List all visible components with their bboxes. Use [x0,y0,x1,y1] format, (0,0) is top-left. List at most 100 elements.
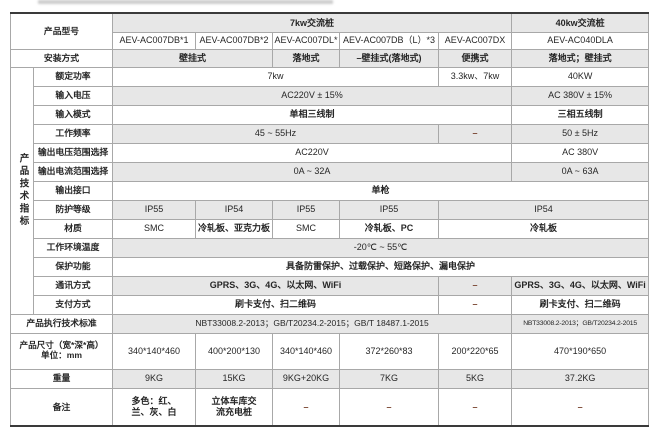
model-cell: AEV-AC007DB（L）*3 [339,31,440,50]
input-voltage-label: 输入电压 [32,85,114,106]
weight-cell: 7KG [339,368,440,389]
frequency-cell: 45 ~ 55Hz [112,123,440,144]
remarks-cell: – [438,387,513,427]
tech-group-label: 产品技术指标 [10,66,34,315]
install-label: 安装方式 [9,48,114,68]
rated-power-cell: 40KW [511,66,649,87]
row-temperature: 工作环境温度 -20℃ ~ 55℃ [11,237,649,258]
row-ip-rating: 防护等级 IP55 IP54 IP55 IP55 IP54 [11,199,649,220]
input-mode-cell: 单相三线制 [112,104,513,125]
frequency-cell: 50 ± 5Hz [511,123,649,144]
weight-cell: 9KG+20KG [272,368,341,389]
weight-cell: 5KG [438,368,513,389]
communication-cell: GPRS、3G、4G、以太网、WiFi [511,275,649,296]
output-voltage-cell: AC 380V [511,142,649,163]
weight-cell: 37.2KG [511,368,649,389]
material-label: 材质 [32,218,114,239]
row-input-mode: 输入模式 单相三线制 三相五线制 [11,104,649,125]
communication-cell: – [438,275,513,296]
ip-rating-cell: IP54 [438,199,649,220]
output-voltage-label: 输出电压范围选择 [32,142,114,163]
row-output-port: 输出接口 单枪 [11,180,649,201]
material-cell: 冷轧板、PC [339,218,440,239]
dimensions-label: 产品尺寸（宽*深*高） 单位：mm [9,332,114,370]
rated-power-label: 额定功率 [32,66,114,87]
model-cell: AEV-AC040DLA [511,31,649,50]
product-model-label: 产品型号 [9,12,114,50]
row-standard: 产品执行技术标准 NBT33008.2-2013；GB/T20234.2-201… [9,313,649,334]
spec-table: 产品型号 7kw交流桩 40kw交流桩 AEV-AC007DB*1 AEV-AC… [9,12,649,427]
remarks-label: 备注 [9,387,114,427]
payment-cell: 刷卡支付、扫二维码 [112,294,440,315]
payment-cell: – [438,294,513,315]
communication-cell: GPRS、3G、4G、以太网、WiFi [112,275,440,296]
output-port-cell: 单枪 [112,180,649,201]
remarks-cell: – [272,387,341,427]
model-cell: AEV-AC007DB*1 [112,31,197,50]
ip-rating-cell: IP54 [195,199,274,220]
input-voltage-cell: AC220V ± 15% [112,85,513,106]
payment-label: 支付方式 [32,294,114,315]
model-cell: AEV-AC007DX [438,31,513,50]
frequency-cell: – [438,123,513,144]
temperature-label: 工作环境温度 [32,237,114,258]
frequency-label: 工作频率 [32,123,114,144]
install-cell: 落地式 [272,48,341,68]
material-cell: SMC [112,218,197,239]
row-install: 安装方式 壁挂式 落地式 –壁挂式(落地式) 便携式 落地式；壁挂式 [9,48,649,68]
payment-cell: 刷卡支付、扫二维码 [511,294,649,315]
row-protection: 保护功能 具备防雷保护、过载保护、短路保护、漏电保护 [11,256,649,277]
protection-label: 保护功能 [32,256,114,277]
output-current-label: 输出电流范围选择 [32,161,114,182]
remarks-cell: 立体车库交 流充电桩 [195,387,274,427]
output-voltage-cell: AC220V [112,142,513,163]
row-payment: 支付方式 刷卡支付、扫二维码 – 刷卡支付、扫二维码 [11,294,649,315]
rated-power-cell: 7kw [112,66,440,87]
row-output-current: 输出电流范围选择 0A ~ 32A 0A ~ 63A [11,161,649,182]
row-remarks: 备注 多色：红、 兰、灰、白 立体车库交 流充电桩 – – – – [9,387,649,427]
install-cell: 便携式 [438,48,513,68]
dimensions-cell: 340*140*460 [272,332,341,370]
dimensions-label-line2: 单位：mm [40,350,83,360]
communication-label: 通讯方式 [32,275,114,296]
dimensions-cell: 400*200*130 [195,332,274,370]
install-cell: 落地式；壁挂式 [511,48,649,68]
rated-power-cell: 3.3kw、7kw [438,66,513,87]
remarks-cell: – [511,387,649,427]
standard-label: 产品执行技术标准 [9,313,114,334]
row-material: 材质 SMC 冷轧板、亚克力板 SMC 冷轧板、PC 冷轧板 [11,218,649,239]
weight-label: 重量 [9,368,114,389]
protection-cell: 具备防雷保护、过载保护、短路保护、漏电保护 [112,256,649,277]
model-cell: AEV-AC007DL* [272,31,341,50]
row-dimensions: 产品尺寸（宽*深*高） 单位：mm 340*140*460 400*200*13… [9,332,649,370]
output-current-cell: 0A ~ 32A [112,161,513,182]
weight-cell: 15KG [195,368,274,389]
output-current-cell: 0A ~ 63A [511,161,649,182]
dimensions-label-line1: 产品尺寸（宽*深*高） [19,340,104,351]
row-group-header: 产品型号 7kw交流桩 40kw交流桩 [9,12,649,50]
input-mode-label: 输入模式 [32,104,114,125]
input-mode-cell: 三相五线制 [511,104,649,125]
row-input-voltage: 输入电压 AC220V ± 15% AC 380V ± 15% [11,85,649,106]
ip-rating-cell: IP55 [112,199,197,220]
remarks-cell: 多色：红、 兰、灰、白 [112,387,197,427]
row-weight: 重量 9KG 15KG 9KG+20KG 7KG 5KG 37.2KG [9,368,649,389]
model-cell: AEV-AC007DB*2 [195,31,274,50]
ip-rating-cell: IP55 [339,199,440,220]
header-7kw: 7kw交流桩 [112,12,513,33]
temperature-cell: -20℃ ~ 55℃ [112,237,649,258]
row-output-voltage: 输出电压范围选择 AC220V AC 380V [11,142,649,163]
dimensions-cell: 200*220*65 [438,332,513,370]
install-cell: 壁挂式 [112,48,274,68]
ip-rating-label: 防护等级 [32,199,114,220]
input-voltage-cell: AC 380V ± 15% [511,85,649,106]
material-cell: SMC [272,218,341,239]
material-cell: 冷轧板 [438,218,649,239]
remarks-cell: – [339,387,440,427]
dimensions-cell: 340*140*460 [112,332,197,370]
row-frequency: 工作频率 45 ~ 55Hz – 50 ± 5Hz [11,123,649,144]
cropped-text-artifact [38,0,333,4]
standard-cell: NBT33008.2-2013；GB/T20234.2-2015 [511,313,649,334]
install-cell: –壁挂式(落地式) [339,48,440,68]
row-rated-power: 产品技术指标 额定功率 7kw 3.3kw、7kw 40KW [10,66,649,315]
